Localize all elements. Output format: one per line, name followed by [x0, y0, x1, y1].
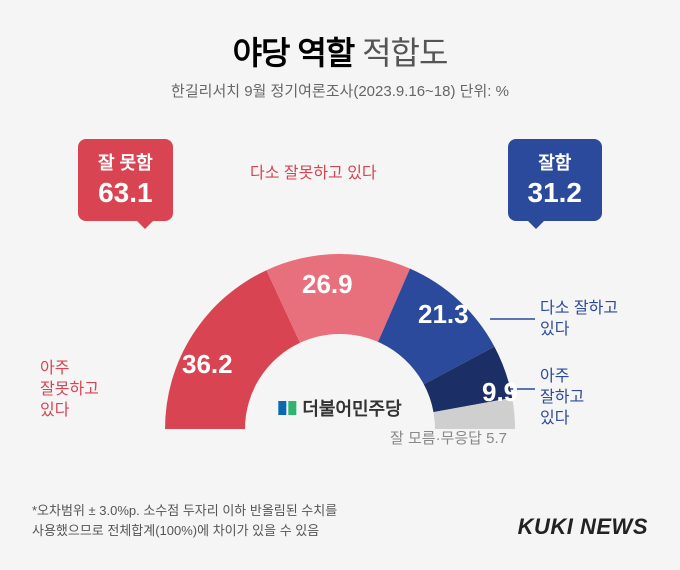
title-light: 적합도 — [362, 35, 447, 71]
footnote: *오차범위 ± 3.0%p. 소수점 두자리 이하 반올림된 수치를 사용했으므… — [32, 501, 337, 540]
segment-value-very_good: 9.9 — [482, 377, 518, 408]
segment-value-somewhat_bad: 26.9 — [302, 269, 353, 300]
chart-subtitle: 한길리서치 9월 정기여론조사(2023.9.16~18) 단위: % — [0, 80, 680, 101]
chart-title: 야당 역할 적합도 — [0, 28, 680, 74]
footnote-line-2: 사용했으므로 전체합계(100%)에 차이가 있을 수 있음 — [32, 521, 337, 541]
unknown-label: 잘 모름·무응답 5.7 — [390, 427, 507, 448]
party-logo-icon — [278, 399, 296, 417]
segment-label-very_bad: 아주잘못하고있다 — [40, 359, 99, 421]
source-logo: KUKI NEWS — [518, 514, 648, 540]
summary-good-bubble: 잘함 31.2 — [508, 139, 603, 221]
segment-label-very_good: 아주잘하고있다 — [540, 367, 584, 429]
summary-bad-value: 63.1 — [98, 177, 153, 209]
party-name: 더불어민주당 — [302, 395, 401, 421]
half-donut-chart: 잘 못함 63.1 잘함 31.2 더불어민주당 잘 모름·무응답 5.7 36… — [0, 109, 680, 449]
summary-bad-bubble: 잘 못함 63.1 — [78, 139, 173, 221]
summary-good-label: 잘함 — [528, 149, 583, 175]
segment-value-very_bad: 36.2 — [182, 349, 233, 380]
segment-value-somewhat_good: 21.3 — [418, 299, 469, 330]
title-bold: 야당 역할 — [233, 35, 355, 71]
segment-label-somewhat_bad: 다소 잘못하고 있다 — [250, 164, 377, 185]
segment-label-somewhat_good: 다소 잘하고있다 — [540, 299, 618, 341]
summary-good-value: 31.2 — [528, 177, 583, 209]
summary-bad-label: 잘 못함 — [98, 149, 153, 175]
footnote-line-1: *오차범위 ± 3.0%p. 소수점 두자리 이하 반올림된 수치를 — [32, 501, 337, 521]
party-brand: 더불어민주당 — [278, 395, 401, 421]
